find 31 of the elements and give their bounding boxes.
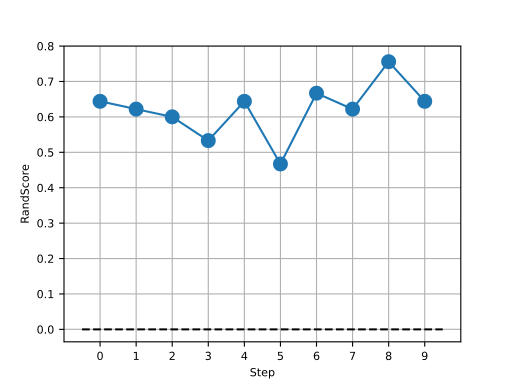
y-tick-label: 0.1	[37, 290, 54, 298]
point	[309, 86, 324, 101]
x-tick-label: 0	[97, 352, 103, 360]
x-tick-label: 3	[206, 352, 211, 360]
y-tick-label: 0.6	[37, 112, 54, 122]
point	[164, 109, 180, 124]
point	[345, 102, 360, 117]
x-tick-label: 4	[241, 352, 248, 360]
point	[381, 54, 396, 70]
point	[200, 133, 216, 148]
x-tick-label: 2	[170, 352, 175, 360]
y-tick-label: 0.7	[37, 77, 54, 86]
x-tick-label: 6	[314, 352, 320, 360]
y-tick-label: 0.5	[37, 148, 54, 157]
y-axis-title: RandScore	[20, 164, 29, 223]
x-tick-label: 8	[386, 352, 392, 360]
point	[236, 94, 252, 109]
point	[272, 156, 288, 172]
x-tick-label: 1	[134, 352, 139, 360]
x-tick-label: 7	[350, 352, 356, 360]
point	[417, 94, 432, 109]
y-tick-label: 0.2	[37, 254, 54, 263]
x-tick-label: 5	[278, 352, 283, 360]
y-tick-label: 0.0	[37, 325, 54, 334]
point	[128, 102, 144, 117]
y-tick-label: 0.4	[37, 184, 54, 192]
y-tick-label: 0.8	[37, 42, 54, 50]
point	[92, 94, 108, 109]
x-tick-label: 9	[422, 352, 428, 360]
y-tick-label: 0.3	[37, 219, 54, 228]
x-axis-title: Step	[250, 368, 274, 379]
